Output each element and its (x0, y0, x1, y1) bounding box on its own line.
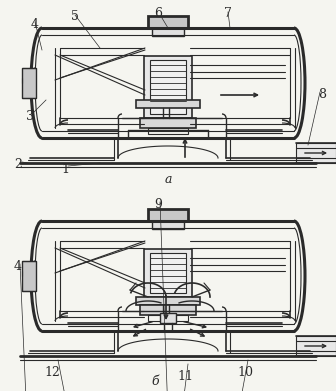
Bar (136, 297, 200, 305)
Bar (144, 56, 192, 118)
Bar (140, 118, 196, 128)
Text: 3: 3 (26, 110, 34, 123)
Bar (150, 253, 186, 293)
Bar (296, 336, 336, 356)
Bar (152, 28, 184, 36)
Text: 12: 12 (44, 366, 60, 379)
Text: 5: 5 (71, 10, 79, 23)
Text: 8: 8 (318, 88, 326, 101)
Text: б: б (151, 375, 159, 388)
Text: 9: 9 (154, 198, 162, 211)
Bar (148, 16, 188, 28)
Bar (148, 128, 188, 134)
Text: 10: 10 (237, 366, 253, 379)
Text: 1: 1 (61, 163, 69, 176)
Text: 11: 11 (177, 370, 193, 383)
Bar (160, 313, 176, 323)
Bar (150, 60, 186, 114)
Bar (152, 221, 184, 229)
Text: 4: 4 (14, 260, 22, 273)
Bar (136, 100, 200, 108)
Bar (140, 305, 196, 315)
Bar (22, 68, 36, 98)
Bar (296, 143, 336, 163)
Text: 6: 6 (154, 7, 162, 20)
Text: 2: 2 (14, 158, 22, 171)
Bar (148, 315, 188, 321)
Bar (148, 209, 188, 221)
Bar (22, 261, 36, 291)
Text: а: а (164, 173, 172, 186)
Text: 7: 7 (224, 7, 232, 20)
Bar (144, 249, 192, 297)
Text: 4: 4 (31, 18, 39, 31)
